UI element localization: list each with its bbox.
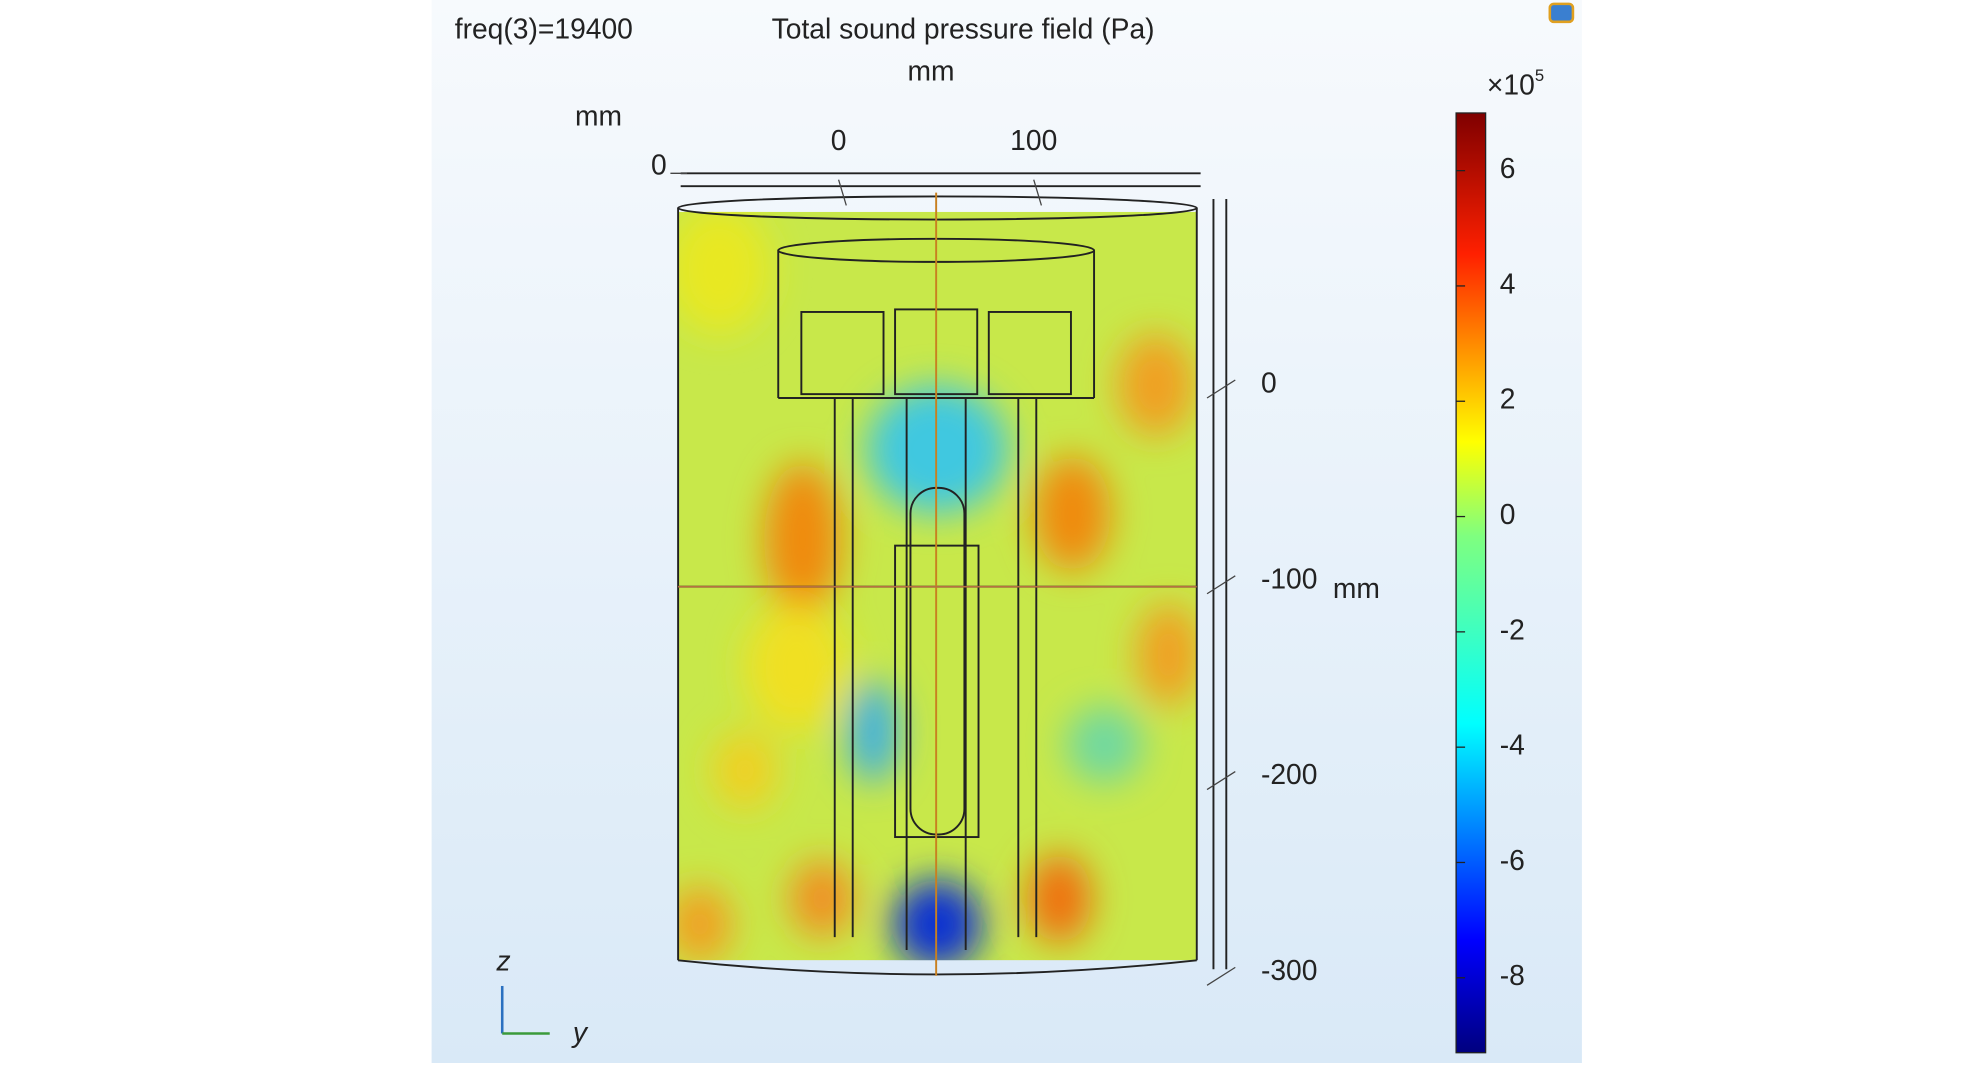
tick-label: 0 [1261, 367, 1277, 399]
colorbar-tick-label: -6 [1500, 844, 1525, 876]
parameter-label: freq(3)=19400 [455, 12, 633, 44]
tick-label: -100 [1261, 562, 1318, 594]
tick-mark [1206, 966, 1236, 986]
colorbar-tick-label: 0 [1500, 498, 1516, 530]
colorbar-tick-label: -2 [1500, 613, 1525, 645]
axis-unit: mm [575, 100, 622, 132]
triad [500, 985, 550, 1035]
plot-title: Total sound pressure field (Pa) [772, 12, 1155, 44]
multiplier-base: ×10 [1487, 69, 1535, 101]
tick-mark [837, 179, 847, 206]
colorbar-tick-label: -4 [1500, 729, 1525, 761]
window-icon[interactable] [1548, 2, 1575, 24]
multiplier-exponent: 5 [1535, 66, 1544, 85]
tick-mark [1206, 771, 1236, 791]
tick-label: -300 [1261, 954, 1318, 986]
colorbar-tick-label: 6 [1500, 152, 1516, 184]
triad-label: z [495, 944, 510, 976]
colorbar [1455, 112, 1487, 1054]
colorbar-tick-label: -8 [1500, 959, 1525, 991]
tick-label: 100 [1010, 124, 1057, 156]
colorbar-tick-label: 4 [1500, 267, 1516, 299]
axis-unit: mm [907, 55, 954, 87]
tick-label: 0 [651, 148, 667, 180]
tick-mark [1033, 179, 1043, 206]
tick-mark [1206, 575, 1236, 595]
axis-unit: mm [1333, 572, 1380, 604]
colorbar-multiplier: ×105 [1487, 66, 1544, 100]
tick-label: 0 [831, 124, 847, 156]
tick-mark [1206, 379, 1236, 399]
colorbar-tick-label: 2 [1500, 383, 1516, 415]
tick-label: -200 [1261, 758, 1318, 790]
triad-label: y [571, 1016, 589, 1048]
